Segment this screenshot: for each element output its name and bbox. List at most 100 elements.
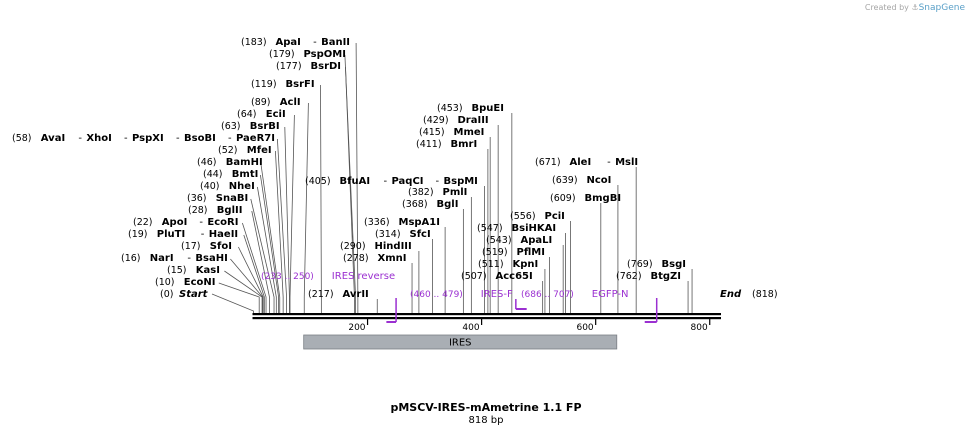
enzyme-name: ApaLI — [521, 235, 553, 246]
ruler-tick-label: 400 — [462, 323, 479, 333]
start-position: (0) — [160, 289, 173, 300]
site-position: (547) — [477, 223, 503, 234]
enzyme-name: BsrBI — [250, 121, 280, 132]
snapgene-logo-icon: ⚓ — [911, 3, 919, 12]
site-position: (290) — [340, 241, 366, 252]
site-row: (22) ApoI - EcoRI — [133, 217, 238, 228]
site-row: (19) PluTI - HaeII — [128, 229, 238, 240]
enzyme-name: PaeR7I — [236, 133, 275, 144]
enzyme-name: SfoI — [210, 241, 232, 252]
site-position: (519) — [482, 247, 508, 258]
site-position: (119) — [251, 79, 277, 90]
site-row: (543) ApaLI — [486, 235, 552, 246]
ruler-tick-label: 200 — [348, 323, 365, 333]
site-position: (52) — [218, 145, 238, 156]
site-position: (336) — [364, 217, 390, 228]
site-row: (36) SnaBI — [187, 193, 248, 204]
primer-range: (460 .. 479) — [410, 290, 463, 300]
enzyme-name: BfuAI — [340, 176, 371, 187]
site-leader-line — [250, 198, 275, 313]
site-position: (415) — [419, 127, 445, 138]
site-position: (28) — [188, 205, 208, 216]
site-position: (64) — [237, 109, 257, 120]
primer-range: (233 .. 250) — [261, 272, 314, 282]
enzyme-name: MfeI — [247, 145, 272, 156]
ruler-tick-label: 600 — [576, 323, 593, 333]
site-separator: - — [201, 229, 205, 240]
site-row: (671) AleI - MslI — [535, 157, 638, 168]
enzyme-name: KpnI — [513, 259, 539, 270]
enzyme-name: NheI — [229, 181, 255, 192]
site-leader-line — [242, 222, 267, 313]
enzyme-name: BglII — [217, 205, 243, 216]
enzyme-name: MslI — [615, 157, 638, 168]
site-row: (314) SfcI — [375, 229, 431, 240]
site-separator: - — [436, 176, 440, 187]
site-leader-line — [345, 66, 355, 313]
site-position: (769) — [627, 259, 653, 270]
enzyme-name: PciI — [545, 211, 565, 222]
site-position: (183) — [241, 37, 267, 48]
site-separator: - — [124, 133, 128, 144]
site-position: (429) — [423, 115, 449, 126]
start-name: Start — [179, 289, 209, 300]
site-separator: - — [313, 37, 317, 48]
site-position: (368) — [402, 199, 428, 210]
site-row: (762) BtgZI — [616, 271, 681, 282]
site-row: (10) EcoNI — [155, 277, 216, 288]
site-position: (217) — [308, 289, 334, 300]
site-row: (217) AvrII — [308, 289, 369, 300]
enzyme-name: NarI — [150, 253, 174, 264]
site-row: (368) BglI — [402, 199, 458, 210]
site-position: (179) — [269, 49, 295, 60]
enzyme-name: NcoI — [587, 175, 612, 186]
site-leader-line — [224, 270, 263, 313]
site-row: (89) AclI — [251, 97, 301, 108]
enzyme-name: ApoI — [162, 217, 188, 228]
site-separator: - — [176, 133, 180, 144]
enzyme-name: BamHI — [226, 157, 263, 168]
site-separator: - — [187, 253, 191, 264]
enzyme-name: KasI — [196, 265, 220, 276]
site-row: (769) BsgI — [627, 259, 686, 270]
primer-ires-f: (460 .. 479) IRES-F — [410, 289, 527, 310]
enzyme-name: MspA1I — [399, 217, 440, 228]
site-labels: (183) ApaI - BanII(179) PspOMI(177) BsrDI(119… — [12, 37, 778, 300]
features: IRES — [303, 334, 618, 350]
sequence-length: 818 bp — [469, 415, 504, 426]
site-position: (17) — [181, 241, 201, 252]
site-leader-line — [275, 150, 284, 313]
snapgene-credit: Created by ⚓SnapGene — [865, 3, 965, 13]
site-leader-line — [320, 84, 322, 313]
site-separator: - — [607, 157, 611, 168]
enzyme-name: BsoBI — [184, 133, 216, 144]
feature-label: IRES — [449, 338, 472, 349]
site-row: (547) BsiHKAI — [477, 223, 556, 234]
feature-box — [303, 334, 618, 350]
primer-name: IRES reverse — [332, 271, 395, 282]
enzyme-name: Acc65I — [496, 271, 533, 282]
site-position: (507) — [461, 271, 487, 282]
site-leader-lines — [211, 42, 693, 313]
enzyme-name: SfcI — [410, 229, 431, 240]
site-position: (671) — [535, 157, 561, 168]
site-leader-line — [238, 246, 264, 313]
enzyme-name: AclI — [280, 97, 301, 108]
site-row: (40) NheI — [200, 181, 255, 192]
enzyme-name: BsaHI — [195, 253, 227, 264]
site-leader-line — [303, 102, 309, 313]
site-row: (609) BmgBI — [550, 193, 621, 204]
site-leader-line — [277, 138, 287, 313]
site-position: (511) — [478, 259, 504, 270]
site-position: (405) — [305, 176, 331, 187]
start-leader-line — [211, 293, 254, 313]
site-leader-line — [260, 174, 279, 313]
enzyme-name: BspMI — [444, 176, 478, 187]
site-leader-line — [284, 126, 290, 313]
ruler-top-line — [252, 313, 721, 316]
site-row: (429) DraIII — [423, 115, 489, 126]
primer-name: IRES-F — [481, 289, 513, 300]
site-leader-line — [243, 234, 265, 313]
enzyme-name: PspOMI — [304, 49, 346, 60]
map-title: pMSCV-IRES-mAmetrine 1.1 FP — [390, 401, 581, 414]
